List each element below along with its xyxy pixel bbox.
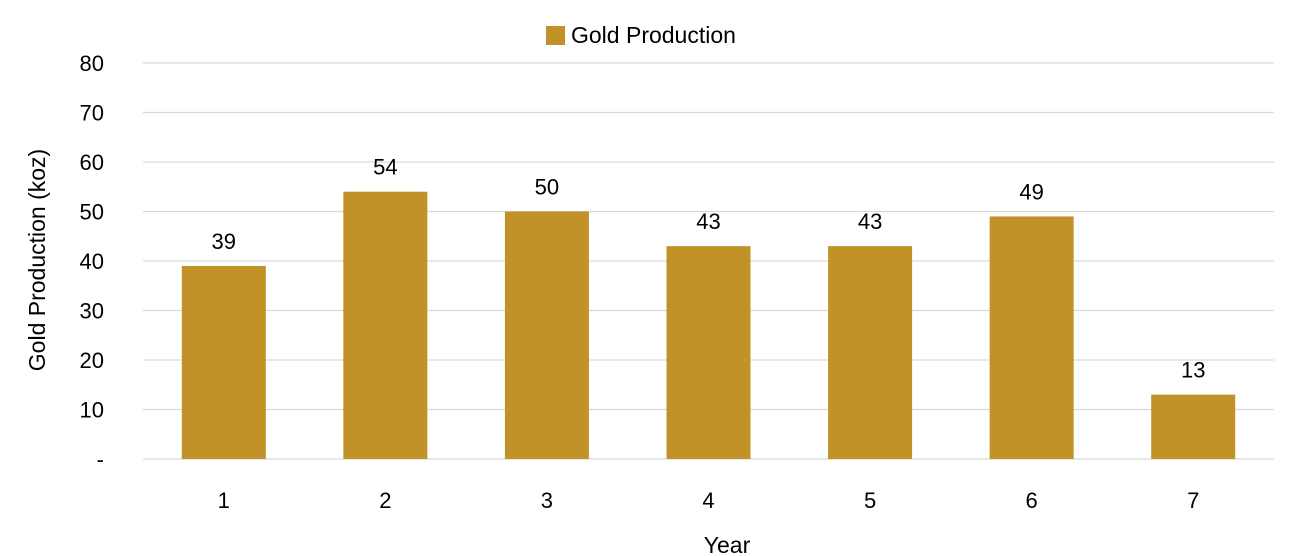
- y-tick-label: 20: [80, 348, 104, 373]
- x-tick-label: 5: [864, 488, 876, 513]
- bar-value-label: 54: [373, 155, 397, 180]
- x-tick-label: 7: [1187, 488, 1199, 513]
- bar: [666, 246, 751, 459]
- legend-label: Gold Production: [571, 22, 736, 48]
- bar: [343, 191, 428, 459]
- bar: [181, 265, 266, 459]
- y-tick-label: 50: [80, 200, 104, 225]
- y-tick-label: -: [97, 447, 104, 472]
- x-axis-title: Year: [704, 532, 751, 556]
- data-labels: 39 54 50 43 43 49 13: [212, 155, 1206, 383]
- y-tick-label: 30: [80, 299, 104, 324]
- y-tick-label: 60: [80, 150, 104, 175]
- legend-swatch: [546, 26, 565, 45]
- bar: [989, 216, 1074, 459]
- bar-value-label: 49: [1019, 179, 1043, 204]
- x-axis-ticks: 1 2 3 4 5 6 7: [218, 488, 1200, 513]
- bar: [828, 246, 913, 459]
- x-tick-label: 6: [1026, 488, 1038, 513]
- x-tick-label: 1: [218, 488, 230, 513]
- x-tick-label: 4: [702, 488, 714, 513]
- x-tick-label: 2: [379, 488, 391, 513]
- bar: [504, 211, 589, 459]
- bar-value-label: 39: [212, 229, 236, 254]
- x-tick-label: 3: [541, 488, 553, 513]
- y-axis-ticks: - 10 20 30 40 50 60 70 80: [80, 51, 104, 472]
- legend: Gold Production: [546, 22, 736, 48]
- y-axis-title: Gold Production (koz): [24, 149, 50, 371]
- y-tick-label: 70: [80, 101, 104, 126]
- bar: [1151, 394, 1236, 459]
- y-tick-label: 80: [80, 51, 104, 76]
- bars: [181, 191, 1236, 459]
- bar-value-label: 43: [696, 209, 720, 234]
- bar-value-label: 43: [858, 209, 882, 234]
- bar-value-label: 13: [1181, 358, 1205, 383]
- y-tick-label: 40: [80, 249, 104, 274]
- y-tick-label: 10: [80, 398, 104, 423]
- bar-value-label: 50: [535, 175, 559, 200]
